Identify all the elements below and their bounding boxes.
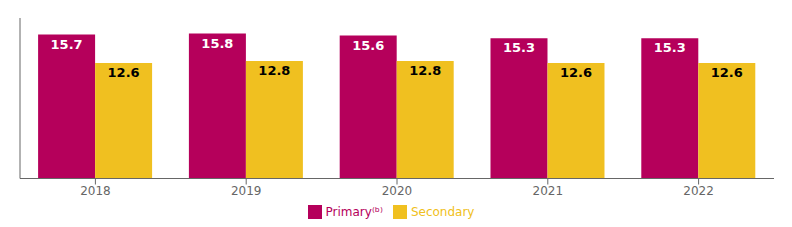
html-text:Primary⁽ᵇ⁾: Primary⁽ᵇ⁾ (325, 204, 383, 219)
svg-text:2019: 2019 (231, 184, 262, 198)
svg-text:12.6: 12.6 (560, 65, 592, 80)
svg-text:15.6: 15.6 (352, 38, 384, 53)
svg-text:15.3: 15.3 (503, 40, 535, 55)
svg-text:2018: 2018 (80, 184, 111, 198)
svg-text:12.8: 12.8 (409, 63, 441, 78)
svg-text:2020: 2020 (382, 184, 413, 198)
svg-text:12.8: 12.8 (258, 63, 290, 78)
svg-text:15.3: 15.3 (654, 40, 686, 55)
svg-text:2021: 2021 (533, 184, 564, 198)
svg-text:15.7: 15.7 (51, 37, 83, 52)
svg-text:2022: 2022 (683, 184, 714, 198)
svg-text:12.6: 12.6 (711, 65, 743, 80)
svg-text:15.8: 15.8 (201, 36, 233, 51)
html-text:Secondary: Secondary (410, 204, 475, 219)
svg-text:12.6: 12.6 (108, 65, 140, 80)
